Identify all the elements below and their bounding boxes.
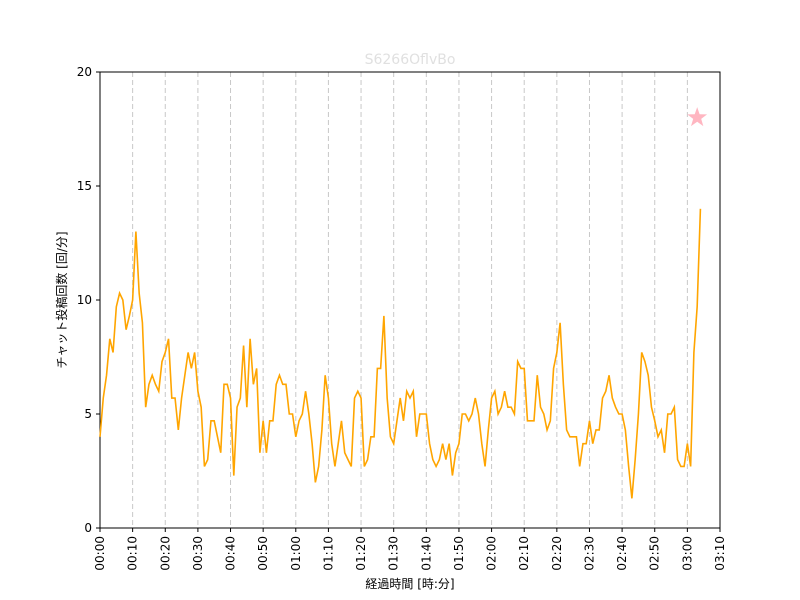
x-axis-label: 経過時間 [時:分] [365, 577, 454, 591]
y-axis-label: チャット投稿回数 [回/分] [54, 231, 69, 368]
x-tick-label: 01:50 [452, 536, 466, 571]
y-tick-label: 20 [77, 65, 92, 79]
x-tick-label: 03:10 [713, 536, 727, 571]
x-tick-label: 01:20 [354, 536, 368, 571]
x-tick-label: 00:50 [256, 536, 270, 571]
x-tick-label: 03:00 [680, 536, 694, 571]
y-tick-label: 15 [77, 179, 92, 193]
x-tick-label: 00:00 [93, 536, 107, 571]
x-tick-label: 00:20 [158, 536, 172, 571]
y-tick-label: 5 [84, 407, 92, 421]
plot-frame [99, 71, 721, 529]
x-tick-label: 02:00 [485, 536, 499, 571]
chart-title: S6266OflvBo [365, 52, 456, 68]
x-tick-label: 02:40 [615, 536, 629, 571]
y-tick-label: 10 [77, 293, 92, 307]
x-tick-label: 01:30 [387, 536, 401, 571]
x-tick-label: 02:20 [550, 536, 564, 571]
x-tick-label: 02:30 [582, 536, 596, 571]
x-tick-label: 02:50 [648, 536, 662, 571]
line [99, 208, 702, 499]
x-tick-label: 01:40 [419, 536, 433, 571]
x-tick-label: 02:10 [517, 536, 531, 571]
y-tick-label: 0 [84, 521, 92, 535]
x-tick-label: 01:00 [289, 536, 303, 571]
x-tick-label: 00:10 [126, 536, 140, 571]
star-marker [687, 107, 708, 127]
x-tick-label: 00:40 [224, 536, 238, 571]
x-tick-label: 01:10 [321, 536, 335, 571]
x-tick-label: 00:30 [191, 536, 205, 571]
